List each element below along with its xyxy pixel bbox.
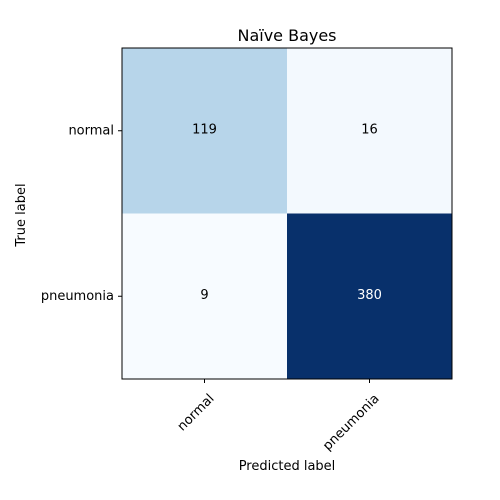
cell-value-labels: 119 16 9 380 bbox=[192, 122, 382, 303]
matrix-cell bbox=[287, 213, 452, 379]
matrix-cells bbox=[122, 48, 452, 379]
y-tick-label: normal bbox=[68, 123, 114, 138]
x-axis-label: Predicted label bbox=[239, 459, 336, 474]
y-axis-label: True label bbox=[14, 183, 29, 247]
matrix-cell bbox=[287, 48, 452, 214]
matrix-cell bbox=[122, 213, 287, 379]
cell-value-label: 16 bbox=[361, 122, 378, 137]
chart-title: Naïve Bayes bbox=[237, 26, 336, 45]
y-axis-ticks: normal pneumonia bbox=[41, 123, 122, 304]
x-tick-label: normal bbox=[175, 391, 218, 434]
cell-value-label: 119 bbox=[192, 122, 217, 137]
cell-value-label: 9 bbox=[200, 288, 208, 303]
plot-frame bbox=[121, 47, 453, 380]
cell-value-label: 380 bbox=[357, 288, 382, 303]
x-tick-label: pneumonia bbox=[320, 391, 382, 453]
matrix-cell bbox=[122, 48, 287, 214]
x-axis-ticks: normal pneumonia bbox=[175, 379, 383, 454]
y-tick-label: pneumonia bbox=[41, 289, 114, 304]
